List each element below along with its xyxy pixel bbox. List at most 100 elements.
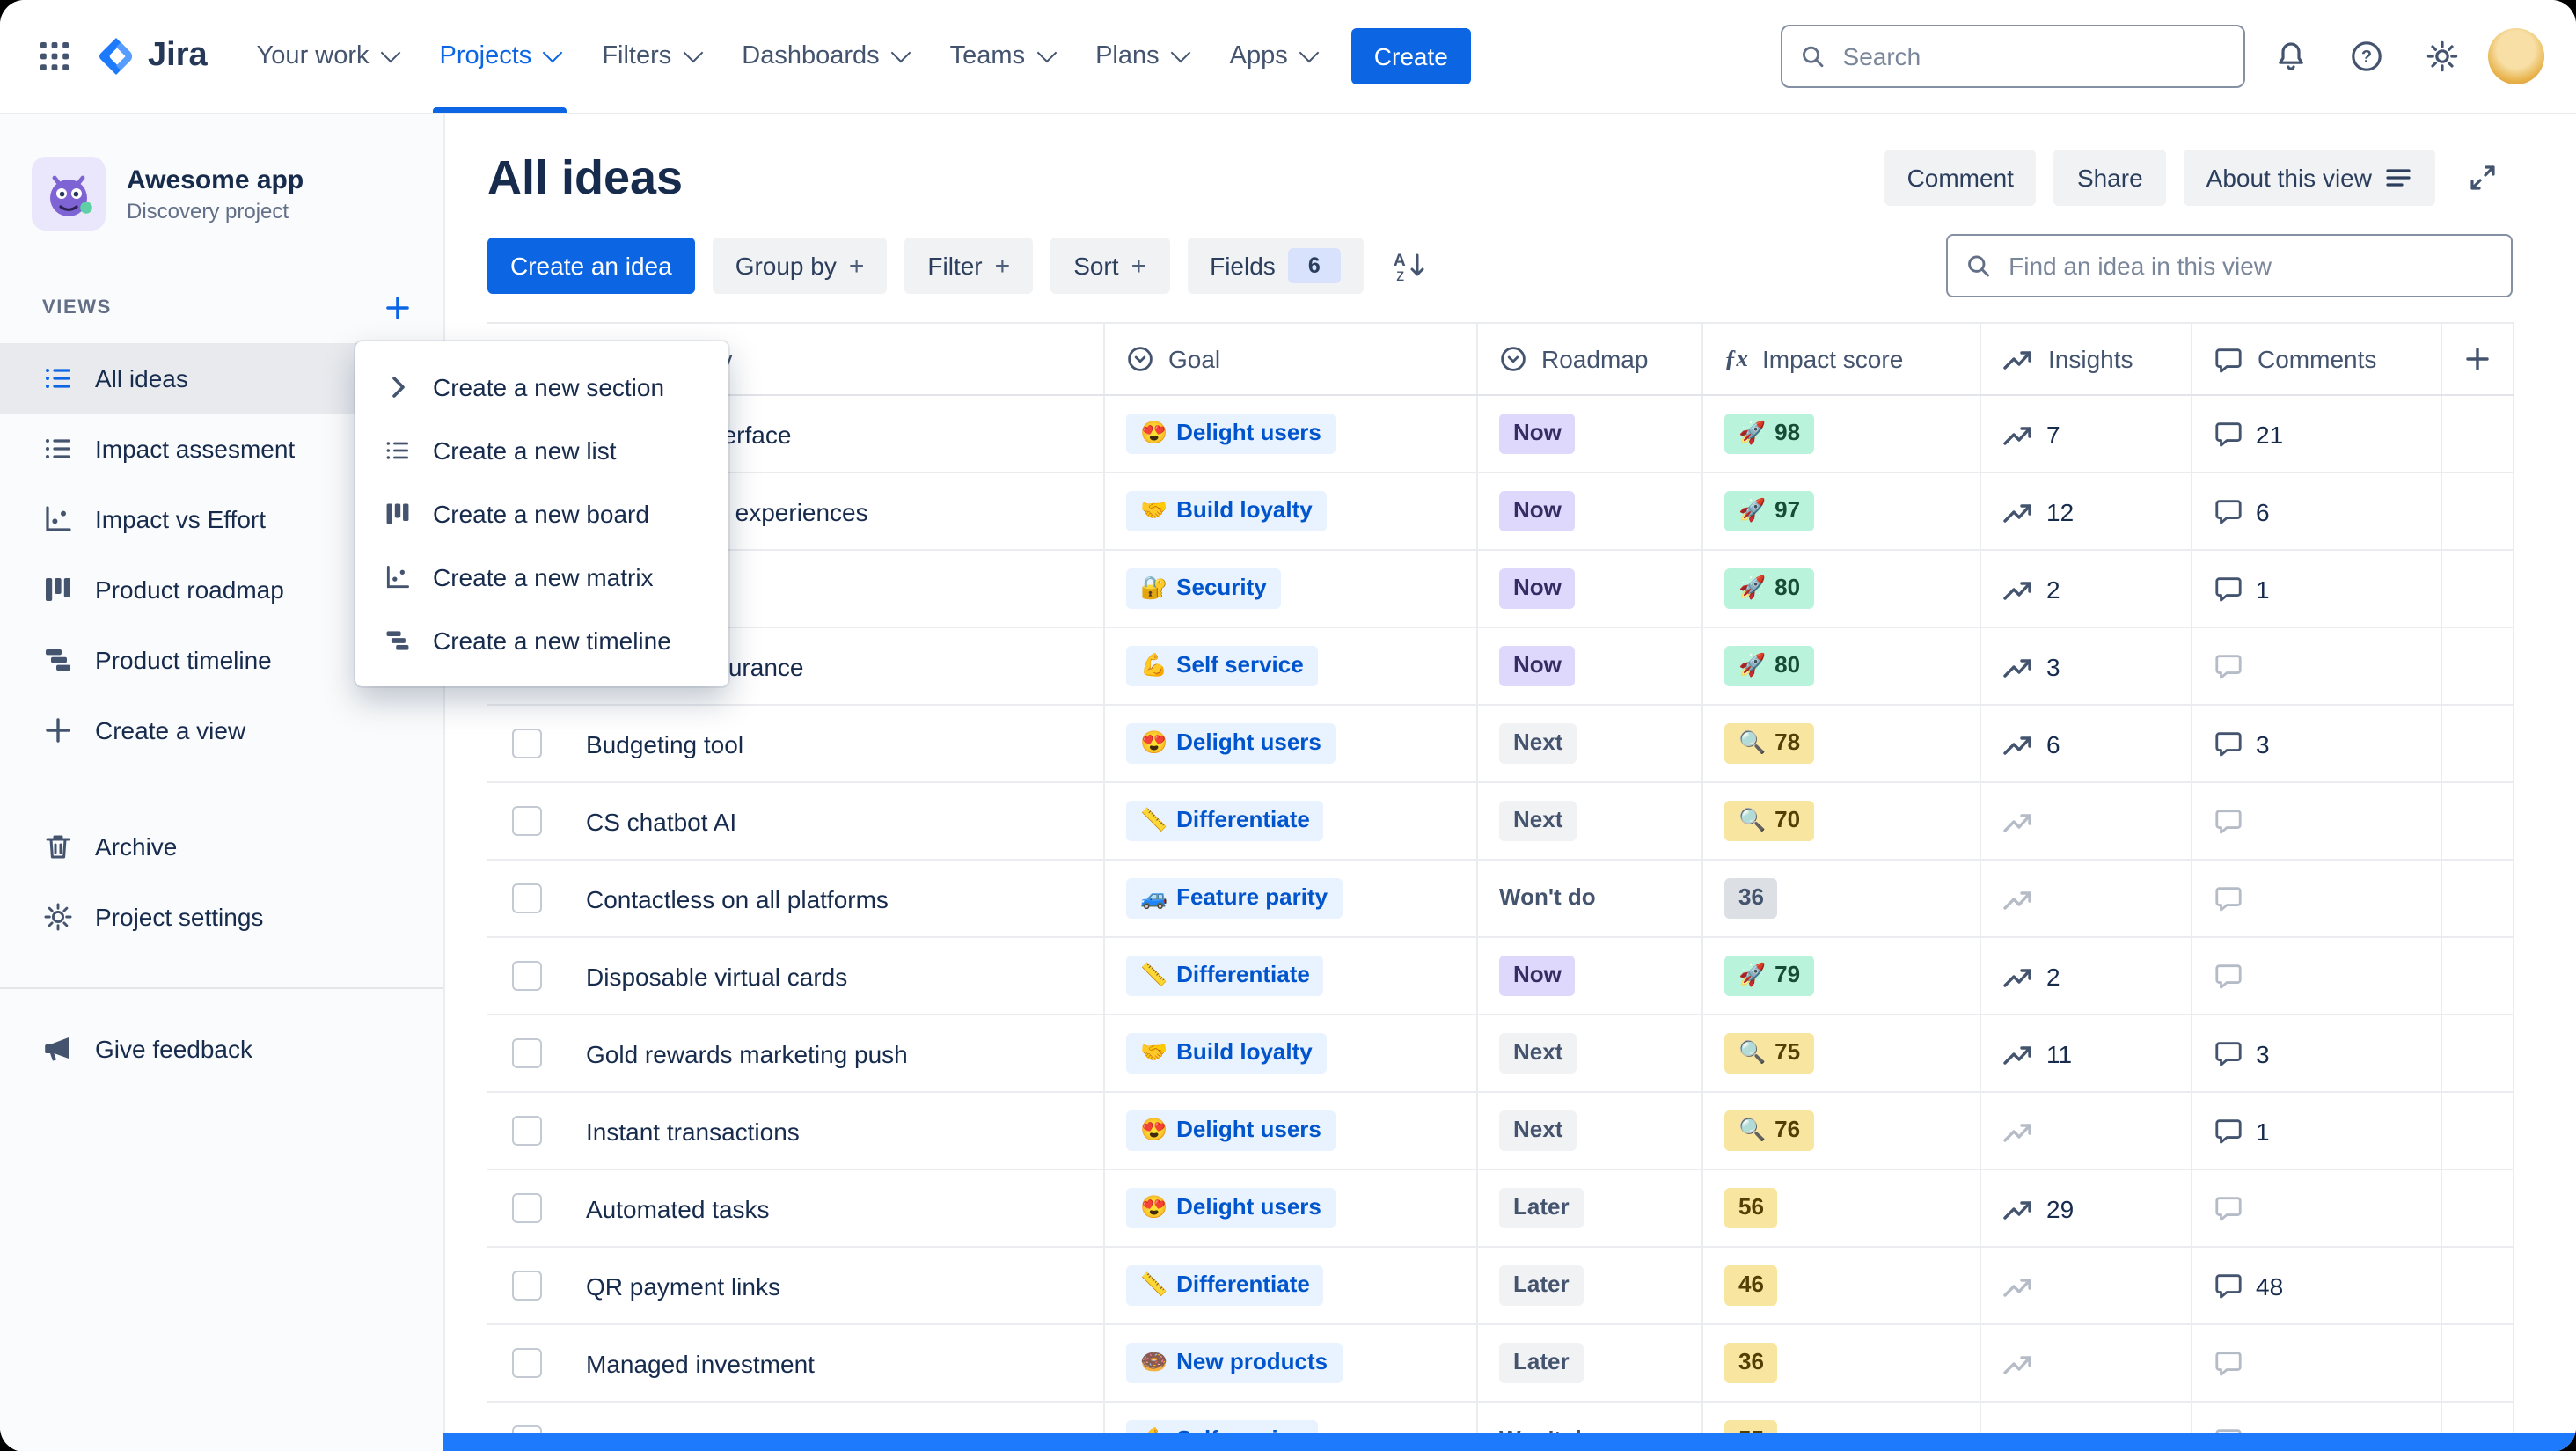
- table-row[interactable]: Instant transactions 😍 Delight users Next…: [487, 1093, 2514, 1170]
- impact-score-chip[interactable]: 🔍 75: [1724, 1033, 1815, 1074]
- roadmap-chip[interactable]: Now: [1499, 491, 1576, 531]
- comment-button[interactable]: Comment: [1884, 150, 2037, 206]
- menu-item-create-timeline[interactable]: Create a new timeline: [355, 609, 728, 672]
- menu-item-create-list[interactable]: Create a new list: [355, 419, 728, 482]
- impact-score-chip[interactable]: 🚀 80: [1724, 568, 1815, 609]
- row-checkbox[interactable]: [511, 1348, 541, 1378]
- group-by-button[interactable]: Group by +: [712, 238, 888, 294]
- goal-chip[interactable]: 📏 Differentiate: [1126, 956, 1324, 996]
- impact-score-chip[interactable]: 36: [1724, 1343, 1778, 1383]
- about-this-view-button[interactable]: About this view: [2183, 150, 2435, 206]
- roadmap-chip[interactable]: Later: [1499, 1188, 1584, 1228]
- roadmap-chip[interactable]: Now: [1499, 414, 1576, 454]
- find-idea-input[interactable]: [2005, 250, 2493, 282]
- project-header[interactable]: Awesome app Discovery project: [0, 157, 443, 231]
- table-row[interactable]: Contactless on all platforms 🚙 Feature pa…: [487, 861, 2514, 938]
- insights-column-header[interactable]: Insights: [1980, 324, 2191, 394]
- sidebar-item-project-settings[interactable]: Project settings: [0, 882, 443, 952]
- nav-item-dashboards[interactable]: Dashboards: [721, 0, 928, 113]
- row-checkbox[interactable]: [511, 1116, 541, 1146]
- roadmap-chip[interactable]: Now: [1499, 956, 1576, 996]
- impact-score-chip[interactable]: 🚀 79: [1724, 956, 1815, 996]
- sidebar-item-archive[interactable]: Archive: [0, 811, 443, 882]
- roadmap-chip[interactable]: Now: [1499, 568, 1576, 609]
- row-checkbox[interactable]: [511, 1271, 541, 1301]
- goal-chip[interactable]: 😍 Delight users: [1126, 414, 1336, 454]
- roadmap-chip[interactable]: Later: [1499, 1343, 1584, 1383]
- goal-column-header[interactable]: Goal: [1103, 324, 1476, 394]
- roadmap-chip[interactable]: Won't do: [1499, 883, 1596, 911]
- table-row[interactable]: Automated tasks 😍 Delight users Later 56 …: [487, 1170, 2514, 1248]
- sidebar-item-product-roadmap[interactable]: Product roadmap: [0, 554, 443, 625]
- table-row[interactable]: Budgeting tool 😍 Delight users Next 🔍 78 6…: [487, 706, 2514, 783]
- help-button[interactable]: ?: [2337, 26, 2397, 86]
- nav-item-plans[interactable]: Plans: [1074, 0, 1209, 113]
- expand-view-button[interactable]: [2453, 148, 2513, 208]
- sidebar-item-impact-assesment[interactable]: Impact assesment: [0, 414, 443, 484]
- roadmap-chip[interactable]: Next: [1499, 723, 1577, 764]
- impact-score-chip[interactable]: 🚀 98: [1724, 414, 1815, 454]
- goal-chip[interactable]: 📏 Differentiate: [1126, 1265, 1324, 1306]
- app-switcher-button[interactable]: [25, 26, 84, 86]
- menu-item-create-matrix[interactable]: Create a new matrix: [355, 546, 728, 609]
- impact-score-chip[interactable]: 46: [1724, 1265, 1778, 1306]
- roadmap-chip[interactable]: Next: [1499, 801, 1577, 841]
- menu-item-create-board[interactable]: Create a new board: [355, 482, 728, 546]
- roadmap-chip[interactable]: Next: [1499, 1110, 1577, 1151]
- settings-button[interactable]: [2412, 26, 2472, 86]
- impact-score-chip[interactable]: 🔍 76: [1724, 1110, 1815, 1151]
- menu-item-create-section[interactable]: Create a new section: [355, 355, 728, 419]
- impact-score-chip[interactable]: 56: [1724, 1188, 1778, 1228]
- create-button[interactable]: Create: [1350, 28, 1471, 84]
- add-column-header[interactable]: [2441, 324, 2514, 394]
- notifications-button[interactable]: [2261, 26, 2321, 86]
- roadmap-column-header[interactable]: Roadmap: [1476, 324, 1701, 394]
- table-row[interactable]: Gold rewards marketing push 🤝 Build loyal…: [487, 1015, 2514, 1093]
- goal-chip[interactable]: 🍩 New products: [1126, 1343, 1343, 1383]
- roadmap-chip[interactable]: Next: [1499, 1033, 1577, 1074]
- row-checkbox[interactable]: [511, 1038, 541, 1068]
- goal-chip[interactable]: 💪Self service: [1126, 646, 1318, 686]
- sidebar-item-create-a-view[interactable]: Create a view: [0, 695, 443, 766]
- filter-button[interactable]: Filter +: [904, 238, 1034, 294]
- goal-chip[interactable]: 🔐 Security: [1126, 568, 1281, 609]
- row-checkbox[interactable]: [511, 729, 541, 758]
- table-row[interactable]: New user interface 😍Delight users Now 🚀9…: [487, 396, 2514, 473]
- row-checkbox[interactable]: [511, 806, 541, 836]
- row-checkbox[interactable]: [511, 883, 541, 913]
- goal-chip[interactable]: 😍 Delight users: [1126, 1110, 1336, 1151]
- row-checkbox[interactable]: [511, 961, 541, 991]
- table-row[interactable]: Disposable virtual cards 📏 Differentiate …: [487, 938, 2514, 1015]
- sidebar-item-impact-vs-effort[interactable]: Impact vs Effort: [0, 484, 443, 554]
- nav-item-projects[interactable]: Projects: [419, 0, 582, 113]
- table-row[interactable]: Fraud alerts 🔐Security Now 🚀80 2 1: [487, 551, 2514, 628]
- row-checkbox[interactable]: [511, 1193, 541, 1223]
- table-row[interactable]: Personalized experiences 🤝Build loyalty …: [487, 473, 2514, 551]
- jira-logo[interactable]: Jira: [95, 35, 208, 77]
- impact-score-chip[interactable]: 🚀 80: [1724, 646, 1815, 686]
- impact-score-chip[interactable]: 36: [1724, 878, 1778, 919]
- nav-item-teams[interactable]: Teams: [929, 0, 1074, 113]
- impact-score-chip[interactable]: 🔍 78: [1724, 723, 1815, 764]
- user-avatar[interactable]: [2488, 28, 2544, 84]
- table-row[interactable]: QR payment links 📏 Differentiate Later 46…: [487, 1248, 2514, 1325]
- table-row[interactable]: CS chatbot AI 📏 Differentiate Next 🔍 70: [487, 783, 2514, 861]
- comments-column-header[interactable]: Comments: [2191, 324, 2441, 394]
- roadmap-chip[interactable]: Now: [1499, 646, 1576, 686]
- table-row[interactable]: Managed investment 🍩 New products Later 3…: [487, 1325, 2514, 1403]
- global-search-input[interactable]: [1839, 40, 2226, 72]
- nav-item-apps[interactable]: Apps: [1209, 0, 1337, 113]
- impact-score-chip[interactable]: 🚀 97: [1724, 491, 1815, 531]
- fields-button[interactable]: Fields 6: [1187, 238, 1364, 294]
- goal-chip[interactable]: 🤝 Build loyalty: [1126, 491, 1327, 531]
- impact-score-chip[interactable]: 🔍 70: [1724, 801, 1815, 841]
- sort-button[interactable]: Sort +: [1050, 238, 1170, 294]
- nav-item-your-work[interactable]: Your work: [236, 0, 419, 113]
- find-idea-search[interactable]: [1946, 234, 2513, 297]
- goal-chip[interactable]: 🤝 Build loyalty: [1126, 1033, 1327, 1074]
- goal-chip[interactable]: 😍 Delight users: [1126, 723, 1336, 764]
- sidebar-item-give-feedback[interactable]: Give feedback: [0, 1014, 443, 1084]
- impact-score-column-header[interactable]: ƒx Impact score: [1701, 324, 1980, 394]
- share-button[interactable]: Share: [2053, 150, 2166, 206]
